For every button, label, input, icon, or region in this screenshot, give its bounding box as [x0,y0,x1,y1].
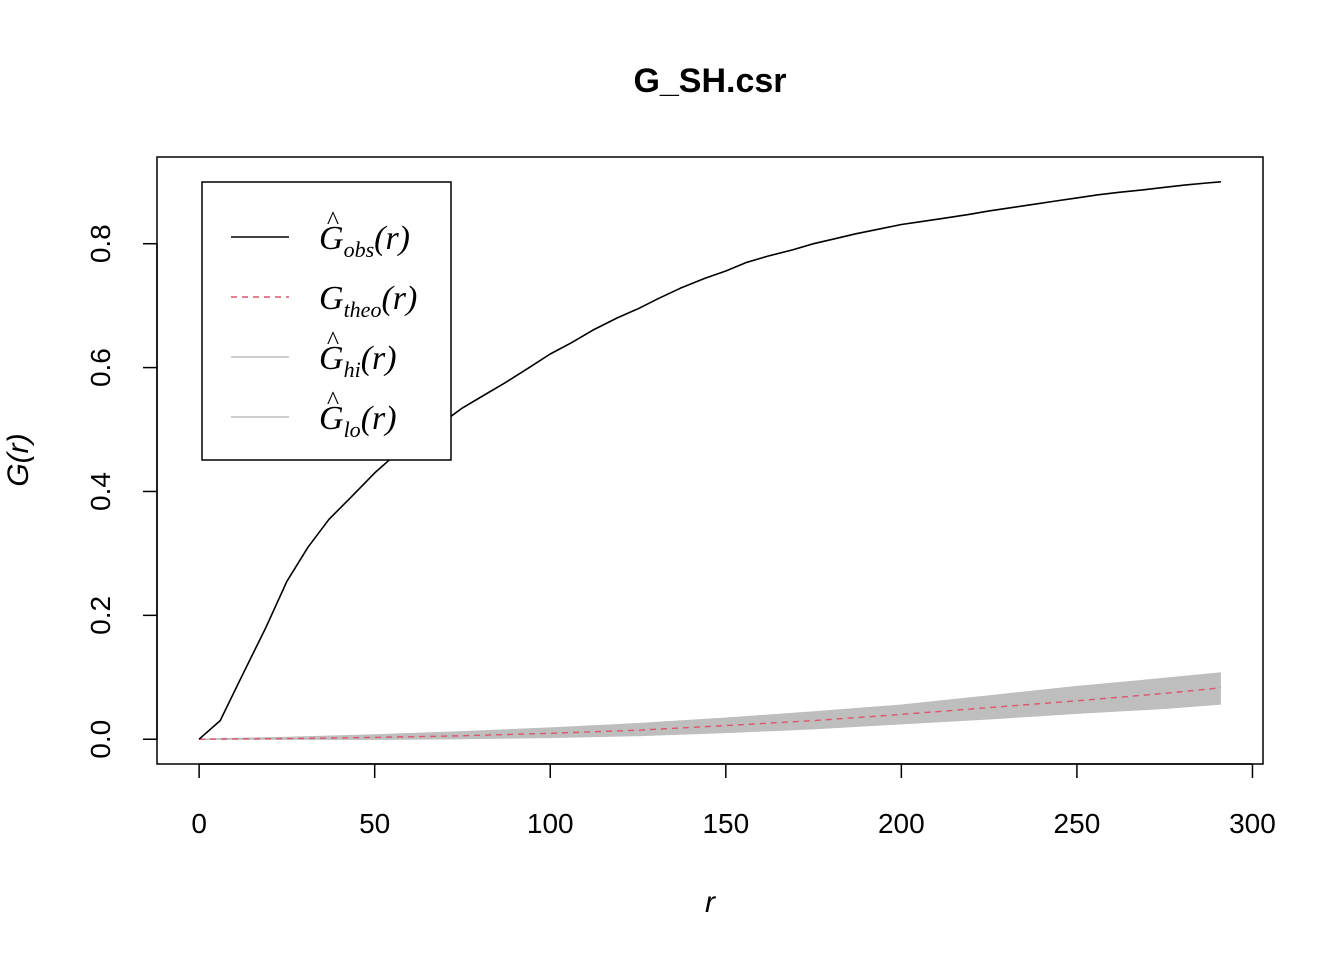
x-tick-label: 100 [527,808,574,839]
legend-hat-obs: ^ [327,206,339,235]
svg-text:G(r): G(r) [2,433,35,486]
x-axis: 0 50 100 150 200 250 300 [191,763,1276,839]
legend-label-theo: Gtheo(r) [319,280,417,322]
legend-label-obs: Gobs(r) [319,220,410,262]
y-tick-label: 0.2 [85,596,116,635]
envelope-band-layer [199,673,1221,740]
x-tick-label: 50 [359,808,390,839]
x-tick-label: 0 [191,808,207,839]
x-tick-label: 300 [1229,808,1276,839]
legend-item-hi: Ghi(r)^ [231,326,397,382]
x-tick-label: 200 [878,808,925,839]
y-tick-label: 0.8 [85,224,116,263]
x-axis-label: r [705,886,716,919]
y-tick-label: 0.0 [85,720,116,759]
legend-item-theo: Gtheo(r) [231,280,417,322]
envelope-band [199,673,1221,740]
legend-label-hi: Ghi(r) [319,340,397,382]
x-tick-label: 150 [702,808,749,839]
legend: Gobs(r)^Gtheo(r)Ghi(r)^Glo(r)^ [201,181,452,461]
legend-hat-hi: ^ [327,326,339,355]
chart-title: G_SH.csr [633,62,786,100]
y-tick-label: 0.6 [85,348,116,387]
series-line-obs [198,181,1221,740]
legend-item-obs: Gobs(r)^ [231,206,410,262]
y-tick-label: 0.4 [85,472,116,511]
y-axis-label: G(r) [2,433,35,486]
series-line-hi [199,672,1221,740]
y-axis: 0.0 0.2 0.4 0.6 0.8 [85,224,158,759]
legend-item-lo: Glo(r)^ [231,386,397,442]
series-line-layer [198,181,1221,740]
series-line-lo [199,703,1221,740]
y-axis-label-main: G [2,463,35,486]
legend-box [201,181,452,461]
y-axis-label-arg: (r) [2,433,35,463]
legend-label-lo: Glo(r) [319,400,397,442]
x-tick-label: 250 [1054,808,1101,839]
legend-hat-lo: ^ [327,386,339,415]
